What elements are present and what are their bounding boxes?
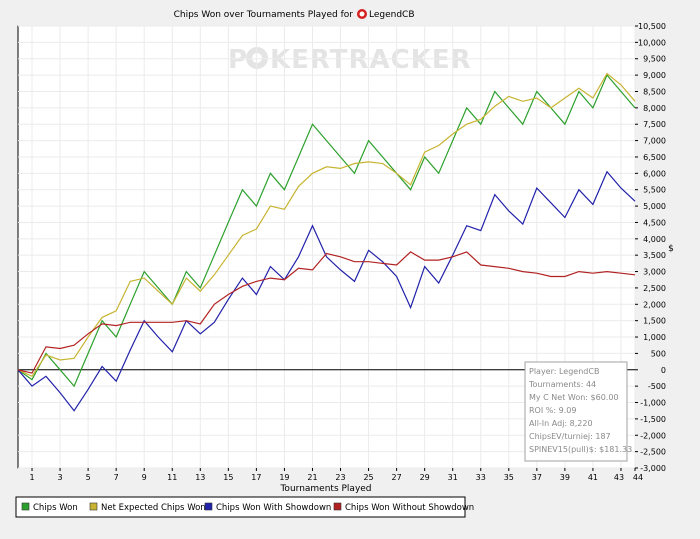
y-tick-label: 4,500 [643, 218, 666, 227]
info-line: Tournaments: 44 [528, 380, 596, 389]
y-tick-label: 9,000 [643, 71, 666, 80]
legend-swatch [89, 502, 98, 511]
series-lines [17, 72, 636, 412]
x-tick-label: 3 [58, 473, 63, 482]
x-tick-label: 5 [86, 473, 91, 482]
info-box-frame [524, 361, 628, 462]
legend: Chips Won Net Expected Chips Won Chips Won… [15, 496, 474, 518]
legend-label: Chips Won Without Showdown [345, 503, 474, 513]
y-tick-label: -1,000 [640, 399, 666, 408]
x-tick-label: 23 [335, 473, 345, 482]
y-axis-unit: $ [668, 244, 674, 254]
x-tick-label: 37 [532, 473, 542, 482]
info-line: Player: LegendCB [529, 367, 599, 376]
y-tick-label: 7,500 [643, 120, 666, 129]
x-tick-label: 31 [448, 473, 458, 482]
y-tick-label: 500 [651, 349, 666, 358]
x-axis-title: Tournaments Played [279, 484, 371, 494]
poker-chip-icon [357, 9, 367, 19]
legend-frame [15, 496, 466, 518]
x-tick-label: 41 [588, 473, 598, 482]
y-tick-label: 5,000 [643, 202, 666, 211]
chart-title: Chips Won over Tournaments Played for Le… [174, 9, 415, 20]
y-tick-label: 7,000 [643, 137, 666, 146]
legend-label: Net Expected Chips Won [101, 503, 206, 513]
x-tick-label: 33 [476, 473, 486, 482]
x-tick-label: 25 [363, 473, 373, 482]
watermark-right: KERTRACKER [270, 45, 472, 75]
y-tick-label: 2,000 [643, 300, 666, 309]
x-tick-label: 39 [560, 473, 570, 482]
y-tick-label: 6,000 [643, 169, 666, 178]
series-line-3 [17, 170, 636, 412]
legend-swatch [21, 502, 30, 511]
x-tick-label: 11 [167, 473, 177, 482]
y-tick-label: -500 [648, 382, 666, 391]
y-tick-label: 10,000 [638, 38, 666, 47]
x-tick-label: 27 [392, 473, 402, 482]
x-tick-label: 19 [279, 473, 289, 482]
y-tick-label: 8,000 [643, 104, 666, 113]
y-tick-label: -3,000 [640, 464, 666, 473]
watermark-chip-icon [246, 47, 268, 69]
stats-info-box: Player: LegendCB Tournaments: 44 My C Net … [524, 361, 632, 462]
player-name: LegendCB [369, 10, 415, 20]
series-line-2 [17, 72, 636, 378]
watermark: P KERTRACKER [228, 45, 472, 75]
legend-label: Chips Won [33, 503, 78, 513]
x-tick-label: 9 [142, 473, 147, 482]
y-tick-label: 4,000 [643, 235, 666, 244]
y-tick-label: 8,500 [643, 87, 666, 96]
x-tick-label: 43 [614, 473, 624, 482]
chart-title-text: Chips Won over Tournaments Played for [174, 10, 354, 20]
info-line: ROI %: 9.09 [529, 406, 576, 415]
y-tick-label: -1,500 [640, 415, 666, 424]
legend-swatch [204, 502, 213, 511]
x-tick-label: 13 [195, 473, 205, 482]
y-axis: -3,000 -2,500 -2,000 -1,500 -1,000 -500 0 500 1,… [635, 22, 666, 473]
y-tick-label: 5,500 [643, 186, 666, 195]
y-tick-label: 10,500 [638, 22, 666, 31]
legend-swatch [333, 502, 342, 511]
legend-label: Chips Won With Showdown [216, 503, 331, 513]
y-tick-label: 1,000 [643, 333, 666, 342]
x-tick-label: 17 [251, 473, 261, 482]
info-line: SPINEV15(pull)$: $181.33 [529, 445, 632, 454]
info-line: All-In Adj: 8,220 [529, 419, 593, 428]
x-tick-label: 35 [504, 473, 514, 482]
x-tick-label: 21 [307, 473, 317, 482]
info-line: My C Net Won: $60.00 [529, 393, 619, 402]
y-tick-label: 9,500 [643, 55, 666, 64]
watermark-left: P [228, 45, 248, 75]
y-tick-label: 3,000 [643, 268, 666, 277]
y-tick-label: 3,500 [643, 251, 666, 260]
x-tick-label: 1 [29, 473, 34, 482]
x-tick-label: 15 [223, 473, 233, 482]
series-line-4 [17, 251, 636, 374]
y-tick-label: -2,000 [640, 431, 666, 440]
grid-lines [18, 25, 636, 469]
x-tick-label: 44 [633, 473, 643, 482]
x-axis: 1 3 5 7 9 11 13 15 17 19 21 23 25 27 29 31 33 35 37 39 41 43 4… [29, 468, 643, 482]
y-tick-label: 1,500 [643, 317, 666, 326]
y-tick-label: 6,500 [643, 153, 666, 162]
x-tick-label: 29 [420, 473, 430, 482]
info-line: ChipsEV/turniej: 187 [529, 432, 611, 441]
y-tick-label: -2,500 [640, 448, 666, 457]
y-tick-label: 0 [661, 366, 666, 375]
y-tick-label: 2,500 [643, 284, 666, 293]
series-line-1 [17, 73, 636, 388]
x-tick-label: 7 [114, 473, 119, 482]
